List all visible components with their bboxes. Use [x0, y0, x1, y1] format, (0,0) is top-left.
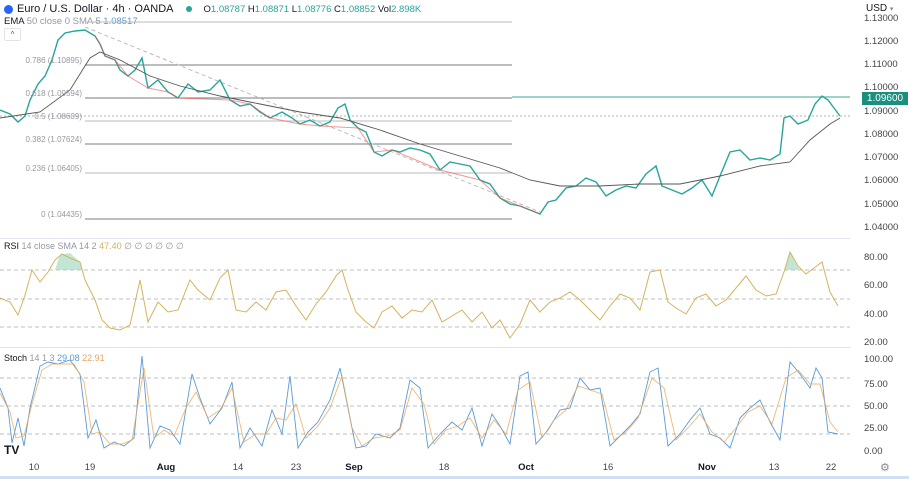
currency-selector[interactable]: USD ▾	[866, 3, 894, 14]
fib-lines	[85, 21, 512, 220]
symbol-header: Euro / U.S. Dollar · 4h · OANDA O1.08787…	[4, 3, 421, 15]
current-price-tag: 1.09600	[862, 92, 908, 105]
fib-label-0236: 0.236 (1.06405)	[25, 164, 83, 173]
symbol-title[interactable]: Euro / U.S. Dollar · 4h · OANDA	[17, 3, 174, 15]
fib-label-0382: 0.382 (1.07624)	[25, 135, 83, 144]
pane-separator[interactable]	[0, 238, 850, 239]
time-axis[interactable]: 10 19 Aug 14 23 Sep 18 Oct 16 Nov 13 22	[28, 462, 837, 473]
price-axis[interactable]: 1.13000 1.12000 1.11000 1.10000 1.09000 …	[864, 13, 899, 233]
trend-line	[84, 26, 541, 213]
ohlc-values: O1.08787 H1.08871 L1.08776 C1.08852 Vol2…	[203, 3, 422, 15]
rsi-legend[interactable]: RSI 14 close SMA 14 2 47.40 ∅ ∅ ∅ ∅ ∅ ∅	[4, 241, 184, 251]
rsi-chart[interactable]	[0, 240, 850, 345]
rsi-line	[0, 250, 839, 339]
symbol-icon	[4, 4, 13, 14]
price-series	[0, 29, 841, 215]
stoch-legend[interactable]: Stoch 14 1 3 29.08 22.91	[4, 353, 105, 363]
bottom-border	[0, 476, 909, 479]
price-chart[interactable]	[0, 0, 850, 240]
stoch-axis[interactable]: 100.00 75.00 50.00 25.00 0.00	[864, 354, 894, 457]
pane-separator-2[interactable]	[0, 347, 850, 348]
rsi-axis[interactable]: 80.00 60.00 40.00 20.00	[864, 252, 888, 348]
market-open-icon	[185, 6, 192, 12]
fib-label-0618: 0.618 (1.09594)	[25, 89, 83, 98]
fib-label-05: 0.5 (1.08609)	[34, 112, 82, 121]
fib-label-0: 0 (1.04435)	[41, 210, 82, 219]
settings-icon[interactable]: ⚙	[880, 462, 890, 474]
ema-50-line	[0, 51, 841, 187]
fib-label-0786: 0.786 (1.10895)	[25, 56, 83, 65]
stoch-k-line	[0, 355, 839, 450]
tradingview-logo[interactable]: TV	[4, 443, 20, 457]
stoch-chart[interactable]	[0, 348, 850, 458]
collapse-legend-button[interactable]: ^	[4, 28, 21, 41]
stoch-d-line	[0, 363, 839, 447]
